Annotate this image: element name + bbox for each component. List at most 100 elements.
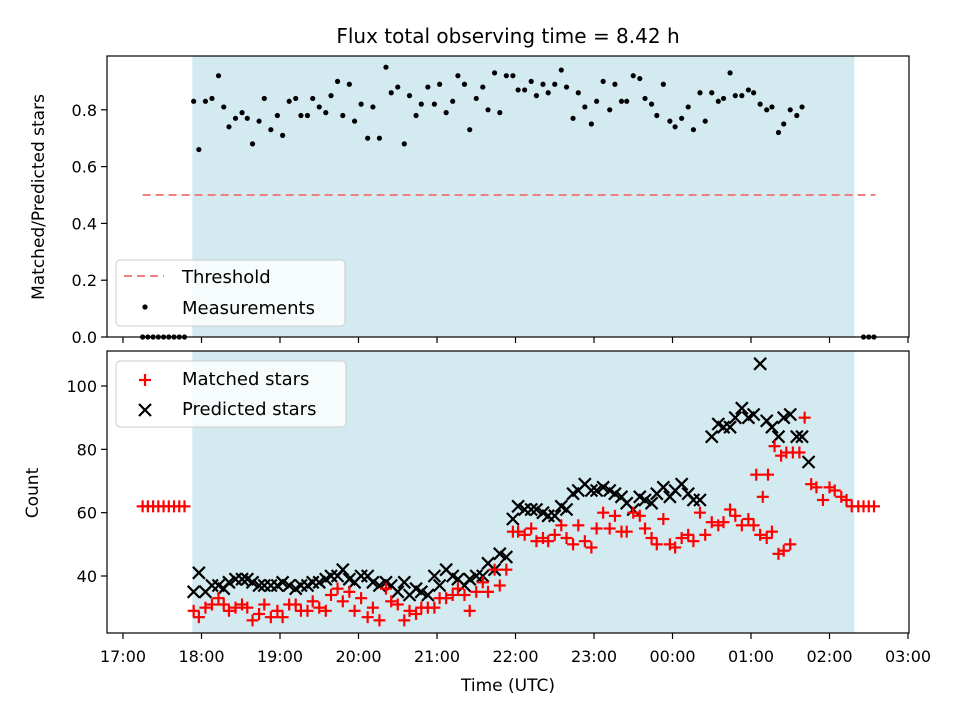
measurement-point xyxy=(202,98,209,104)
predicted-star-marker xyxy=(235,572,249,586)
matched-star-marker xyxy=(500,563,513,576)
matched-star-marker xyxy=(645,532,658,544)
chart-title: Flux total observing time = 8.42 h xyxy=(336,24,679,48)
predicted-star-marker xyxy=(608,486,622,501)
top-ylabel: Matched/Predicted stars xyxy=(29,94,49,300)
measurement-point xyxy=(794,112,800,119)
measurement-point xyxy=(654,112,660,119)
measurement-point xyxy=(552,81,558,87)
measurement-point xyxy=(624,98,630,104)
predicted-star-marker xyxy=(547,509,562,523)
matched-star-marker xyxy=(229,601,242,614)
matched-star-marker xyxy=(717,516,730,529)
measurement-point xyxy=(388,90,394,96)
top-y-tick-label: 0.8 xyxy=(72,101,97,120)
measurement-point xyxy=(413,112,419,119)
matched-star-marker xyxy=(398,614,411,627)
matched-star-marker xyxy=(585,541,598,554)
matched-star-marker xyxy=(729,509,742,522)
predicted-star-marker xyxy=(432,578,447,593)
measurement-point xyxy=(582,104,588,110)
matched-star-marker xyxy=(331,582,344,595)
bottom-y-tick-label: 80 xyxy=(77,440,97,459)
matched-star-marker xyxy=(355,592,368,605)
measurement-point xyxy=(781,121,787,127)
matched-star-marker xyxy=(762,468,775,481)
predicted-star-marker xyxy=(366,575,380,590)
predicted-star-marker xyxy=(723,420,737,434)
measurement-point xyxy=(406,93,413,99)
matched-star-marker xyxy=(493,579,506,592)
matched-star-marker xyxy=(777,544,790,557)
measurement-point xyxy=(503,73,509,79)
matched-star-marker xyxy=(178,500,191,513)
matched-star-marker xyxy=(246,614,259,627)
matched-star-marker xyxy=(810,481,823,494)
measurement-point xyxy=(485,107,491,113)
matched-star-marker xyxy=(693,506,706,519)
measurement-point xyxy=(533,93,540,99)
predicted-star-marker xyxy=(776,410,791,425)
predicted-star-marker xyxy=(499,550,514,564)
measurement-point xyxy=(522,87,528,93)
bottom-ylabel: Count xyxy=(23,467,43,518)
measurement-point xyxy=(799,104,805,110)
measurement-point xyxy=(191,98,197,104)
matched-star-marker xyxy=(488,563,501,576)
matched-star-marker xyxy=(687,535,700,548)
measurement-point xyxy=(280,132,286,138)
measurement-point xyxy=(769,104,775,110)
matched-star-marker xyxy=(217,598,230,611)
predicted-star-marker xyxy=(282,578,296,593)
measurement-point xyxy=(437,81,443,87)
measurement-point xyxy=(383,64,389,70)
measurement-point xyxy=(358,101,364,107)
bottom-y-tick-label: 40 xyxy=(77,567,97,586)
measurement-point xyxy=(274,112,280,119)
predicted-star-marker xyxy=(704,429,719,444)
matched-star-marker xyxy=(336,595,349,608)
predicted-star-marker xyxy=(336,562,350,577)
matched-stars-points xyxy=(136,411,880,627)
measurement-point xyxy=(510,73,516,79)
legend-measurements-label: Measurements xyxy=(182,298,315,319)
matched-star-marker xyxy=(482,585,495,598)
predicted-star-marker xyxy=(476,569,490,583)
measurement-point xyxy=(739,93,745,99)
measurement-point xyxy=(672,124,678,130)
measurement-point xyxy=(249,141,256,147)
measurement-point xyxy=(618,98,625,104)
matched-star-marker xyxy=(253,608,266,620)
measurement-point xyxy=(757,101,763,107)
measurement-point xyxy=(637,75,643,82)
top-y-axis: 0.0 0.2 0.4 0.6 0.8 xyxy=(72,101,107,347)
measurement-point xyxy=(256,118,262,124)
matched-star-marker xyxy=(572,519,585,532)
bottom-panel: 40 60 80 100 17:00 18:00 19:00 20:00 21:00 22:00… xyxy=(23,350,931,696)
matched-star-marker xyxy=(682,528,695,541)
matched-star-marker xyxy=(241,601,254,614)
bottom-plot-frame xyxy=(106,350,910,634)
matched-star-marker xyxy=(627,506,640,519)
measurement-point xyxy=(594,98,600,104)
measurement-point xyxy=(310,95,316,102)
bottom-x-tick-label: 03:00 xyxy=(885,647,931,666)
measurement-point xyxy=(370,104,376,110)
measurement-point xyxy=(418,101,424,107)
measurement-point xyxy=(570,115,576,121)
measurement-point xyxy=(226,124,232,130)
bottom-x-tick-label: 23:00 xyxy=(571,647,617,666)
measurement-point xyxy=(473,95,479,102)
measurement-point xyxy=(709,90,715,96)
bottom-legend: Matched stars Predicted stars xyxy=(115,360,347,428)
measurement-point xyxy=(558,67,564,73)
predicted-star-marker xyxy=(783,407,798,422)
bottom-x-tick-label: 02:00 xyxy=(806,647,852,666)
measurement-point xyxy=(239,110,245,116)
predicted-star-marker xyxy=(222,575,236,590)
measurement-point xyxy=(334,78,341,84)
predicted-star-marker xyxy=(746,407,761,422)
matched-star-marker xyxy=(768,440,781,453)
predicted-star-marker xyxy=(529,502,544,517)
matched-star-marker xyxy=(428,601,441,614)
